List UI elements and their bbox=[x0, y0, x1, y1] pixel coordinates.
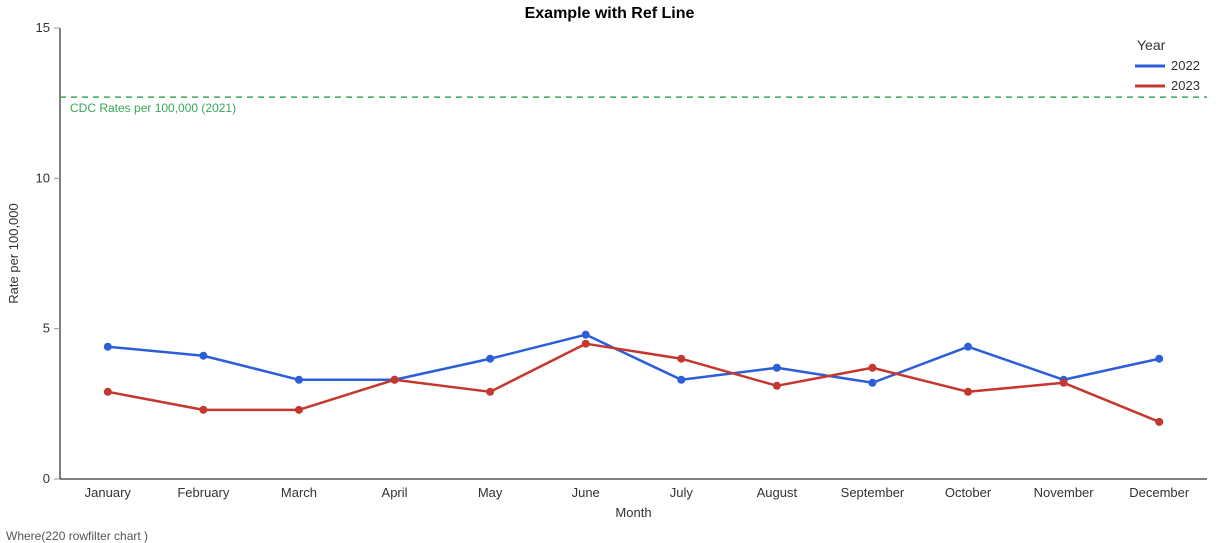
data-point bbox=[868, 364, 876, 372]
y-tick-label: 5 bbox=[43, 321, 50, 336]
y-tick-label: 15 bbox=[36, 20, 50, 35]
x-tick-label: February bbox=[177, 485, 230, 500]
data-point bbox=[582, 331, 590, 339]
data-point bbox=[964, 343, 972, 351]
data-point bbox=[295, 406, 303, 414]
x-tick-label: November bbox=[1034, 485, 1095, 500]
chart-container: Example with Ref Line 0 5 10 15 Rate per 100,… bbox=[0, 0, 1219, 529]
x-tick-label: January bbox=[85, 485, 132, 500]
data-point bbox=[104, 388, 112, 396]
data-point bbox=[199, 352, 207, 360]
legend-label: 2022 bbox=[1171, 58, 1200, 73]
x-tick-label: October bbox=[945, 485, 992, 500]
x-tick-label: May bbox=[478, 485, 503, 500]
x-axis-label: Month bbox=[615, 505, 651, 520]
x-tick-label: June bbox=[572, 485, 600, 500]
data-point bbox=[773, 364, 781, 372]
x-tick-label: August bbox=[757, 485, 798, 500]
data-point bbox=[1155, 355, 1163, 363]
data-point bbox=[104, 343, 112, 351]
data-point bbox=[677, 355, 685, 363]
data-point bbox=[295, 376, 303, 384]
x-tick-label: September bbox=[841, 485, 905, 500]
footer-text: Where(220 rowfilter chart ) bbox=[0, 529, 1219, 543]
x-tick-label: April bbox=[382, 485, 408, 500]
y-axis-label: Rate per 100,000 bbox=[6, 203, 21, 303]
data-point bbox=[486, 355, 494, 363]
legend-title: Year bbox=[1137, 37, 1166, 53]
data-point bbox=[773, 382, 781, 390]
data-point bbox=[582, 340, 590, 348]
legend-label: 2023 bbox=[1171, 78, 1200, 93]
data-point bbox=[1060, 379, 1068, 387]
data-point bbox=[1155, 418, 1163, 426]
data-point bbox=[199, 406, 207, 414]
chart-title: Example with Ref Line bbox=[525, 5, 695, 22]
x-tick-label: March bbox=[281, 485, 317, 500]
data-point bbox=[677, 376, 685, 384]
x-tick-label: December bbox=[1129, 485, 1190, 500]
data-point bbox=[391, 376, 399, 384]
data-point bbox=[964, 388, 972, 396]
y-tick-label: 0 bbox=[43, 471, 50, 486]
chart-background bbox=[0, 0, 1219, 529]
line-chart: Example with Ref Line 0 5 10 15 Rate per 100,… bbox=[0, 0, 1219, 529]
data-point bbox=[868, 379, 876, 387]
y-tick-label: 10 bbox=[36, 170, 50, 185]
x-tick-label: July bbox=[670, 485, 694, 500]
data-point bbox=[486, 388, 494, 396]
reference-line-label: CDC Rates per 100,000 (2021) bbox=[70, 101, 236, 115]
